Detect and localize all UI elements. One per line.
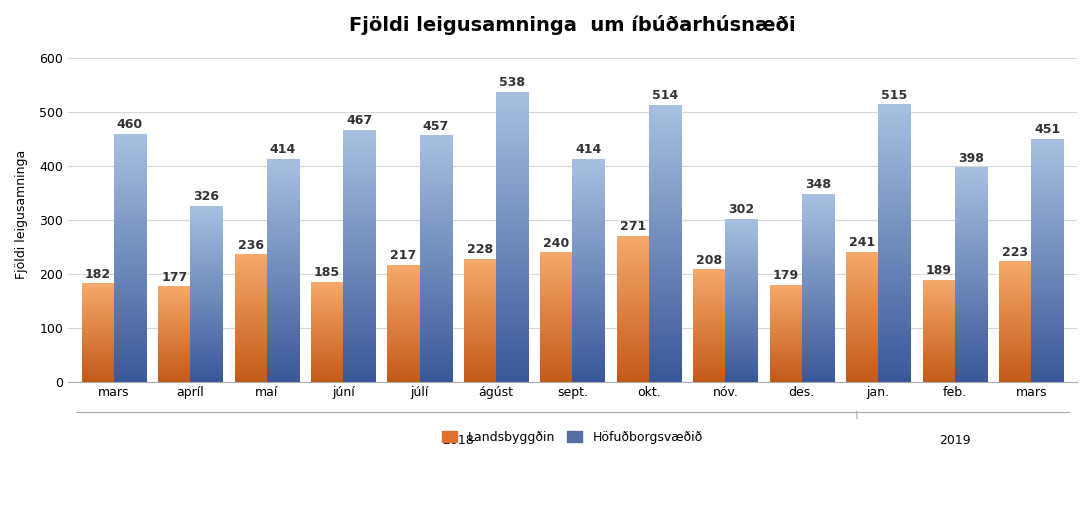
Text: 228: 228: [467, 243, 494, 256]
Text: 538: 538: [499, 76, 525, 89]
Text: 414: 414: [270, 143, 296, 156]
Text: 241: 241: [850, 236, 876, 249]
Text: 348: 348: [805, 178, 831, 191]
Text: 515: 515: [881, 88, 907, 101]
Text: 467: 467: [346, 114, 372, 127]
Text: 236: 236: [238, 239, 263, 252]
Text: 302: 302: [728, 203, 755, 216]
Text: 217: 217: [391, 249, 417, 262]
Title: Fjöldi leigusamninga  um íbúðarhúsnæði: Fjöldi leigusamninga um íbúðarhúsnæði: [349, 15, 796, 35]
Text: 2018: 2018: [442, 434, 474, 447]
Text: 271: 271: [620, 220, 646, 233]
Text: 326: 326: [193, 190, 219, 203]
Text: 398: 398: [958, 151, 984, 164]
Text: 2019: 2019: [939, 434, 971, 447]
Text: 223: 223: [1002, 246, 1029, 259]
Text: 179: 179: [773, 269, 799, 282]
Text: 240: 240: [544, 237, 570, 250]
Legend: Landsbyggðin, Höfuðborgsvæðið: Landsbyggðin, Höfuðborgsvæðið: [438, 426, 708, 449]
Text: 414: 414: [575, 143, 602, 156]
Text: 514: 514: [652, 89, 678, 102]
Text: 177: 177: [162, 270, 188, 283]
Text: 182: 182: [85, 268, 111, 281]
Text: 189: 189: [926, 264, 951, 277]
Text: 185: 185: [314, 266, 341, 279]
Text: 208: 208: [697, 254, 723, 267]
Text: 457: 457: [423, 120, 449, 133]
Text: 451: 451: [1034, 123, 1060, 136]
Text: 460: 460: [117, 118, 143, 131]
Y-axis label: Fjöldi leigusamninga: Fjöldi leigusamninga: [15, 150, 28, 279]
